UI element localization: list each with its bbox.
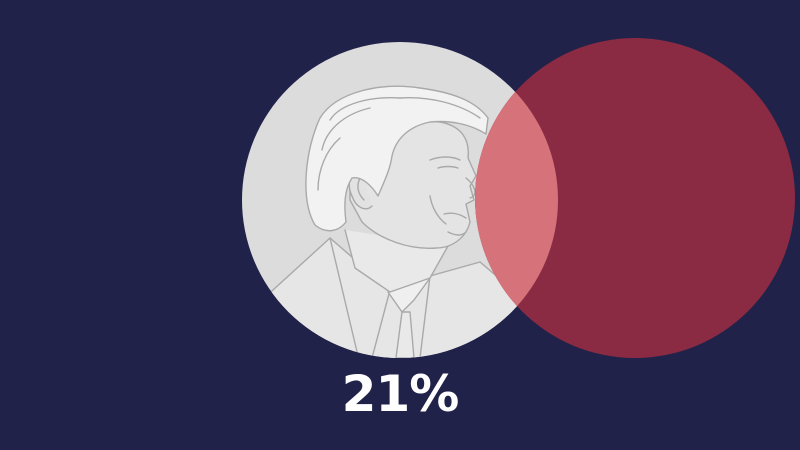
share-percentage: 21% [341, 365, 460, 423]
right-circle [475, 38, 795, 358]
portrait-illustration [242, 85, 558, 358]
